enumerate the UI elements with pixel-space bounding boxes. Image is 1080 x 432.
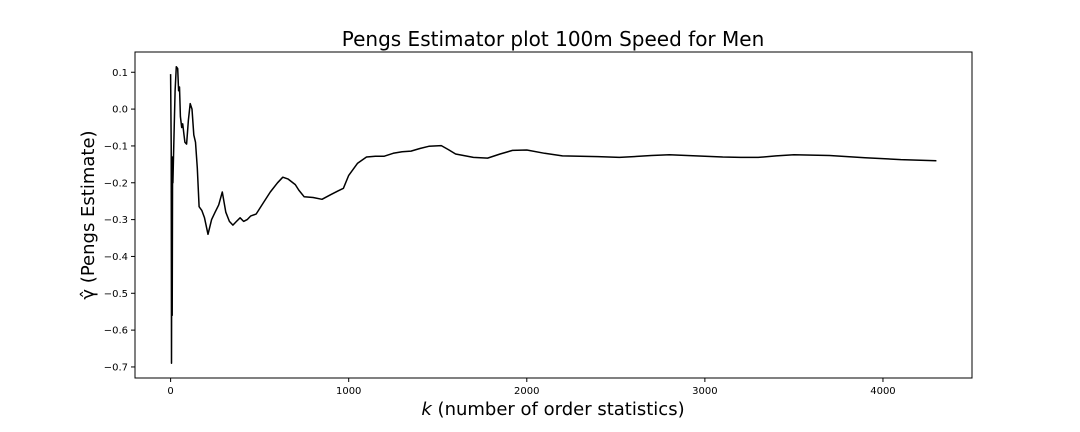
- x-tick-label: 1000: [336, 386, 361, 397]
- y-tick-label: −0.2: [104, 178, 128, 189]
- plot-area: [169, 65, 937, 365]
- x-axis-label-text: (number of order statistics): [432, 399, 685, 420]
- x-tick-label: 4000: [870, 386, 895, 397]
- x-axis-label: k (number of order statistics): [421, 399, 684, 420]
- y-tick-label: −0.1: [104, 141, 128, 152]
- x-tick-label: 2000: [514, 386, 539, 397]
- series-line: [169, 65, 937, 365]
- y-axis: 0.1 0.0 −0.1 −0.2 −0.3 −0.4 −0.5 −0.6 −0.7: [104, 68, 135, 373]
- y-tick-label: 0.0: [112, 105, 128, 116]
- x-axis: 0 1000 2000 3000 4000: [167, 378, 896, 397]
- x-tick-label: 3000: [692, 386, 717, 397]
- plot-frame: [134, 51, 973, 379]
- y-tick-label: −0.5: [104, 289, 128, 300]
- y-axis-label: γ̂ (Pengs Estimate): [78, 130, 99, 299]
- x-axis-label-variable: k: [421, 399, 433, 420]
- chart-title: Pengs Estimator plot 100m Speed for Men: [342, 27, 765, 51]
- y-tick-label: −0.3: [104, 215, 128, 226]
- y-tick-label: 0.1: [112, 68, 128, 79]
- y-tick-label: −0.4: [104, 252, 128, 263]
- y-tick-label: −0.7: [104, 362, 128, 373]
- y-tick-label: −0.6: [104, 326, 128, 337]
- x-tick-label: 0: [167, 386, 173, 397]
